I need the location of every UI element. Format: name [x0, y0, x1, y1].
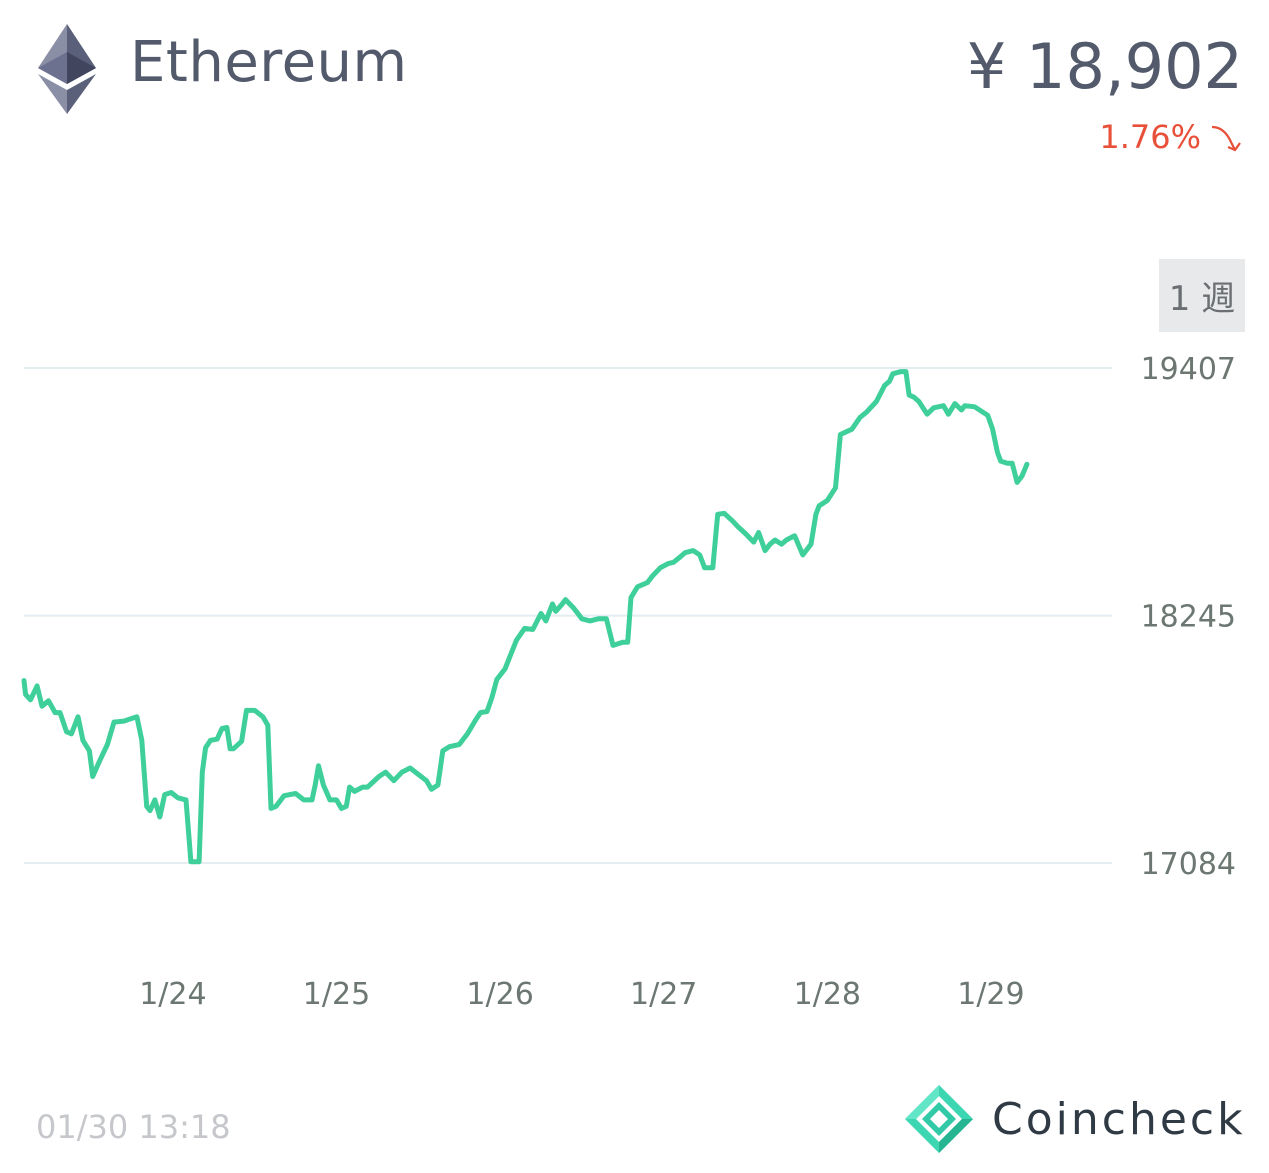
- x-axis-labels: 1/24 1/25 1/26 1/27 1/28 1/29: [139, 977, 1024, 1012]
- coin-name: Ethereum: [130, 30, 408, 95]
- y-tick-label: 18245: [1141, 600, 1236, 635]
- y-axis-labels: 17084 18245 19407: [1141, 352, 1236, 882]
- price-series-line: [21, 369, 1030, 865]
- range-1-week-button[interactable]: 1 週: [1159, 259, 1245, 332]
- x-tick-label: 1/25: [303, 977, 370, 1012]
- coincheck-logo-icon: [905, 1085, 973, 1153]
- x-tick-label: 1/28: [794, 977, 861, 1012]
- chart-gridlines: [24, 367, 1112, 864]
- current-price: ¥ 18,902: [966, 30, 1243, 103]
- timestamp: 01/30 13:18: [36, 1108, 231, 1146]
- y-tick-label: 19407: [1141, 352, 1236, 387]
- x-tick-label: 1/29: [957, 977, 1024, 1012]
- series-line-group: [21, 369, 1030, 865]
- x-tick-label: 1/27: [630, 977, 697, 1012]
- price-change: 1.76%: [1099, 118, 1243, 156]
- ethereum-icon: [38, 24, 96, 114]
- x-tick-label: 1/26: [466, 977, 533, 1012]
- brand-name: Coincheck: [992, 1094, 1246, 1145]
- y-tick-label: 17084: [1141, 847, 1236, 882]
- price-change-value: 1.76%: [1099, 118, 1201, 156]
- x-tick-label: 1/24: [139, 977, 206, 1012]
- arrow-down-right-icon: [1211, 125, 1241, 152]
